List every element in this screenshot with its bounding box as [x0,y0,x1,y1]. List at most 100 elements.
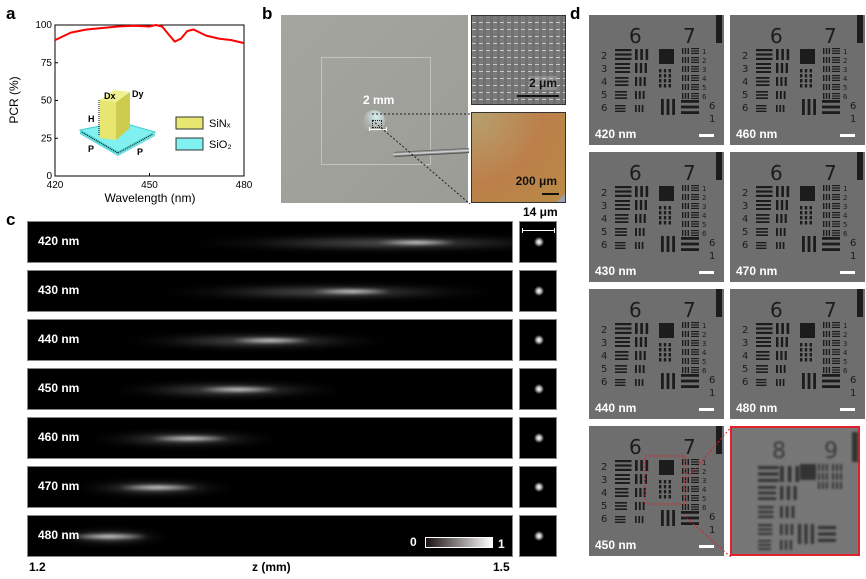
target-bar [684,349,687,355]
target-bar [828,358,830,364]
target-bar [756,94,768,96]
usaf-target-image: 6 7 2 3 4 5 6 1 2 3 4 5 6 6 1 420 nm [589,15,724,145]
target-bar [818,532,836,536]
target-bar [756,247,767,249]
target-bar [681,111,699,114]
target-bar [615,331,632,334]
target-bar [682,349,684,355]
target-bar [635,63,638,73]
target-label: 6 [629,298,642,322]
target-bar [802,236,805,252]
target-label: 6 [843,367,848,375]
target-label: 6 [629,435,642,459]
target-bar [691,198,699,200]
target-bar [758,478,779,482]
target-bar [691,340,699,342]
target-bar [668,343,671,347]
target-label: 1 [709,388,715,399]
target-bar [687,48,689,54]
target-bar [687,349,689,355]
target-bar [756,67,771,69]
target-bar [638,91,641,99]
target-bar [684,57,687,63]
target-bar [635,365,637,373]
target-bar [832,214,840,216]
target-bar [687,340,689,346]
target-bar [804,216,808,220]
target-bar [776,63,779,73]
target-bar [659,485,662,489]
target-bar [823,340,825,346]
target-bar [682,75,684,81]
intensity-strip: 430 nm [27,270,513,312]
target-bar [668,74,671,78]
target-bar [687,75,689,81]
target-bar [836,482,838,489]
target-bar [691,216,699,218]
target-bar [800,358,803,362]
target-bar [638,502,641,510]
scale-bar [840,271,855,274]
y-tick-label: 100 [35,20,52,31]
target-bar [638,228,641,236]
target-bar [663,206,667,210]
target-label: 6 [709,512,715,523]
target-bar [823,230,825,236]
target-bar [691,362,699,364]
target-bar [639,488,642,497]
target-label: 6 [702,367,707,375]
target-label: 6 [850,375,856,386]
target-bar [615,105,626,107]
target-bar [828,66,830,72]
target-bar [687,504,689,510]
target-bar [684,221,687,227]
target-bar [691,75,699,77]
target-bar [785,337,788,347]
legend-label: SiO₂ [209,139,232,151]
target-bar [756,341,771,343]
target-bar [832,207,840,209]
target-bar [661,236,664,252]
target-bar [691,331,699,333]
target-bar [786,323,790,334]
target-bar [832,326,840,328]
colorbar-max: 1 [498,537,505,551]
target-bar [691,48,699,50]
psf-spot [534,384,544,394]
target-bar [639,200,643,210]
target-bar [780,63,784,73]
target-bar [832,185,840,187]
target-bar [804,211,808,215]
target-bar [790,524,794,535]
target-bar [756,107,767,110]
target-bar [615,247,626,249]
target-bar [832,79,840,81]
target-bar [681,242,699,246]
target-bar [756,244,767,247]
usaf-target-image: 6 7 2 3 4 5 6 1 2 3 4 5 6 6 1 450 nm [589,426,724,556]
target-bar [684,93,687,99]
target-bar [668,358,671,362]
y-tick-label: 50 [41,96,53,107]
target-bar [644,63,647,73]
target-bar [782,242,785,249]
target-label: 3 [601,475,607,486]
target-bar [681,522,699,525]
target-bar [804,524,808,544]
target-bar [615,190,632,193]
target-bar [756,214,770,216]
target-bar [644,474,647,484]
legend-swatch-sio2 [175,137,204,151]
target-bar [691,477,699,479]
target-bar [832,331,840,333]
target-bar [756,204,771,206]
target-bar [832,367,840,369]
target-bar [804,353,808,357]
target-bar [635,200,638,210]
target-bar [822,379,840,383]
target-bar [832,362,840,364]
target-bar [668,84,671,88]
intensity-strip: 440 nm [27,319,513,361]
target-bar [666,510,670,526]
